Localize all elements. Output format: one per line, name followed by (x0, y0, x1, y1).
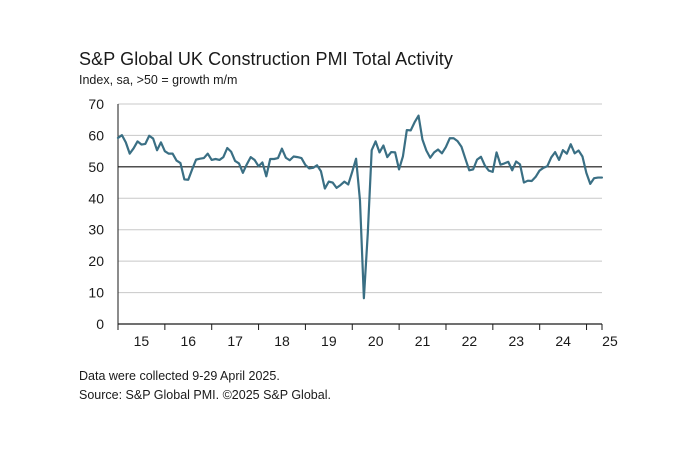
x-tick-label-22: 22 (462, 333, 478, 349)
y-tick-label-0: 0 (96, 316, 104, 332)
x-tick-label-25: 25 (602, 333, 618, 349)
y-axis-ticks: 0 10 20 30 40 50 60 70 (88, 96, 104, 332)
y-tick-label-30: 30 (88, 222, 104, 238)
footnote-collection-date: Data were collected 9-29 April 2025. (79, 369, 280, 383)
gridlines (118, 103, 602, 294)
x-tick-label-23: 23 (508, 333, 524, 349)
y-tick-label-70: 70 (88, 96, 104, 112)
x-tick-label-20: 20 (368, 333, 384, 349)
chart-subtitle: Index, sa, >50 = growth m/m (79, 73, 238, 87)
x-tick-label-16: 16 (180, 333, 196, 349)
y-tick-label-50: 50 (88, 159, 104, 175)
y-tick-label-10: 10 (88, 285, 104, 301)
x-tick-label-19: 19 (321, 333, 337, 349)
x-tick-label-18: 18 (274, 333, 290, 349)
y-tick-label-20: 20 (88, 253, 104, 269)
x-tick-label-24: 24 (555, 333, 571, 349)
x-tick-label-21: 21 (415, 333, 431, 349)
x-tick-label-17: 17 (227, 333, 243, 349)
chart-title: S&P Global UK Construction PMI Total Act… (79, 49, 453, 69)
series-group (116, 114, 604, 300)
y-tick-label-40: 40 (88, 190, 104, 206)
x-axis: 15 16 17 18 19 20 21 22 23 24 25 (117, 104, 618, 349)
y-tick-label-60: 60 (88, 127, 104, 143)
footnote-source: Source: S&P Global PMI. ©2025 S&P Global… (79, 388, 331, 402)
x-tick-label-15: 15 (134, 333, 150, 349)
series-line-0 (116, 114, 604, 300)
